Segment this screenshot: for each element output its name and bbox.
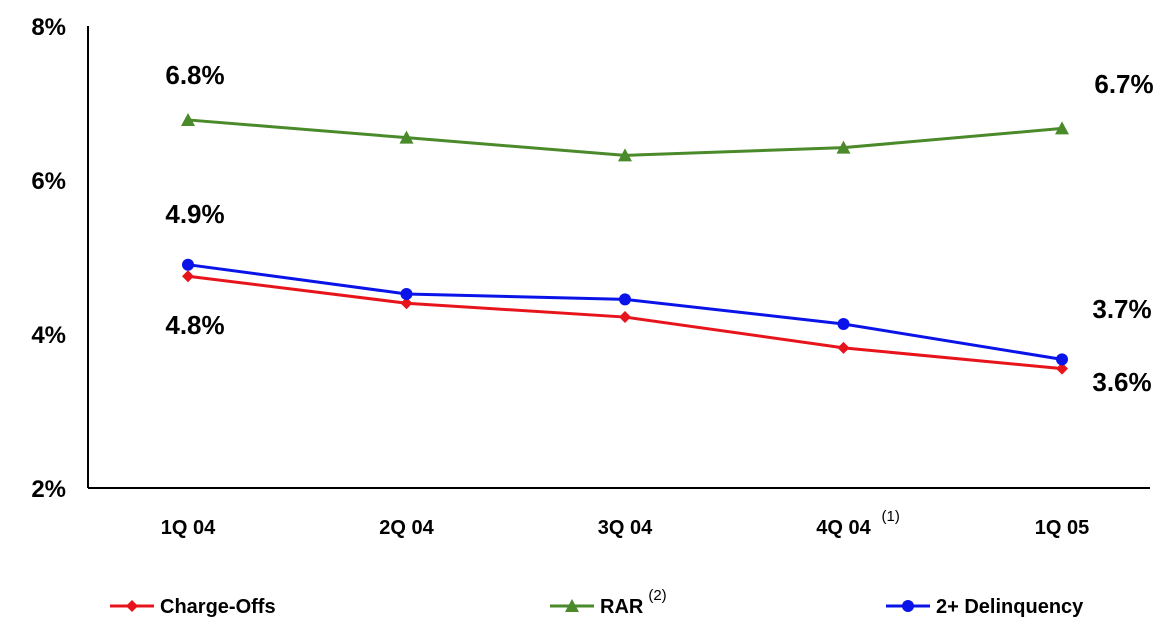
series-layer	[181, 112, 1069, 375]
legend-label: Charge-Offs	[160, 596, 276, 618]
data-label: 3.7%	[1092, 294, 1151, 324]
x-tick-label: 1Q 04	[161, 517, 216, 539]
legend-marker	[565, 599, 579, 612]
data-label: 4.9%	[165, 199, 224, 229]
legend-label: RAR	[600, 596, 644, 618]
data-point	[619, 293, 631, 306]
data-point	[837, 341, 850, 354]
data-label: 3.6%	[1092, 367, 1151, 397]
y-tick-label: 8%	[31, 14, 66, 41]
x-tick-label: 3Q 04	[598, 517, 653, 539]
data-point	[836, 140, 851, 154]
legend-label: 2+ Delinquency	[936, 596, 1084, 618]
data-point	[1055, 121, 1069, 135]
data-point	[618, 148, 632, 162]
data-point	[399, 130, 414, 144]
data-label: 6.7%	[1094, 69, 1153, 99]
data-point	[837, 317, 850, 330]
data-labels: 6.8% 6.7% 4.9% 4.8% 3.7% 3.6%	[165, 60, 1153, 397]
legend-footnote: (2)	[648, 587, 666, 604]
y-tick-labels: 8% 6% 4% 2%	[31, 14, 66, 503]
x-tick-label: 4Q 04	[816, 517, 871, 539]
data-point	[619, 311, 631, 324]
x-tick-labels: 1Q 04 2Q 04 3Q 04 4Q 04 (1) 1Q 05	[161, 508, 1089, 539]
legend-marker	[126, 600, 138, 612]
data-point	[182, 270, 194, 283]
x-tick-footnote: (1)	[882, 508, 900, 525]
legend: Charge-Offs RAR(2) 2+ Delinquency	[110, 587, 1084, 618]
data-point	[181, 112, 195, 126]
legend-marker	[902, 600, 914, 612]
y-tick-label: 4%	[31, 322, 66, 349]
y-tick-label: 2%	[31, 476, 66, 503]
data-point	[1056, 362, 1068, 375]
data-point	[400, 297, 413, 310]
data-point	[182, 258, 194, 271]
x-tick-label: 2Q 04	[379, 517, 434, 539]
data-label: 4.8%	[165, 310, 224, 340]
x-tick-label: 1Q 05	[1035, 517, 1089, 539]
data-point	[1056, 353, 1068, 366]
y-tick-label: 6%	[31, 168, 66, 195]
data-point	[400, 287, 413, 300]
data-label: 6.8%	[165, 60, 224, 90]
